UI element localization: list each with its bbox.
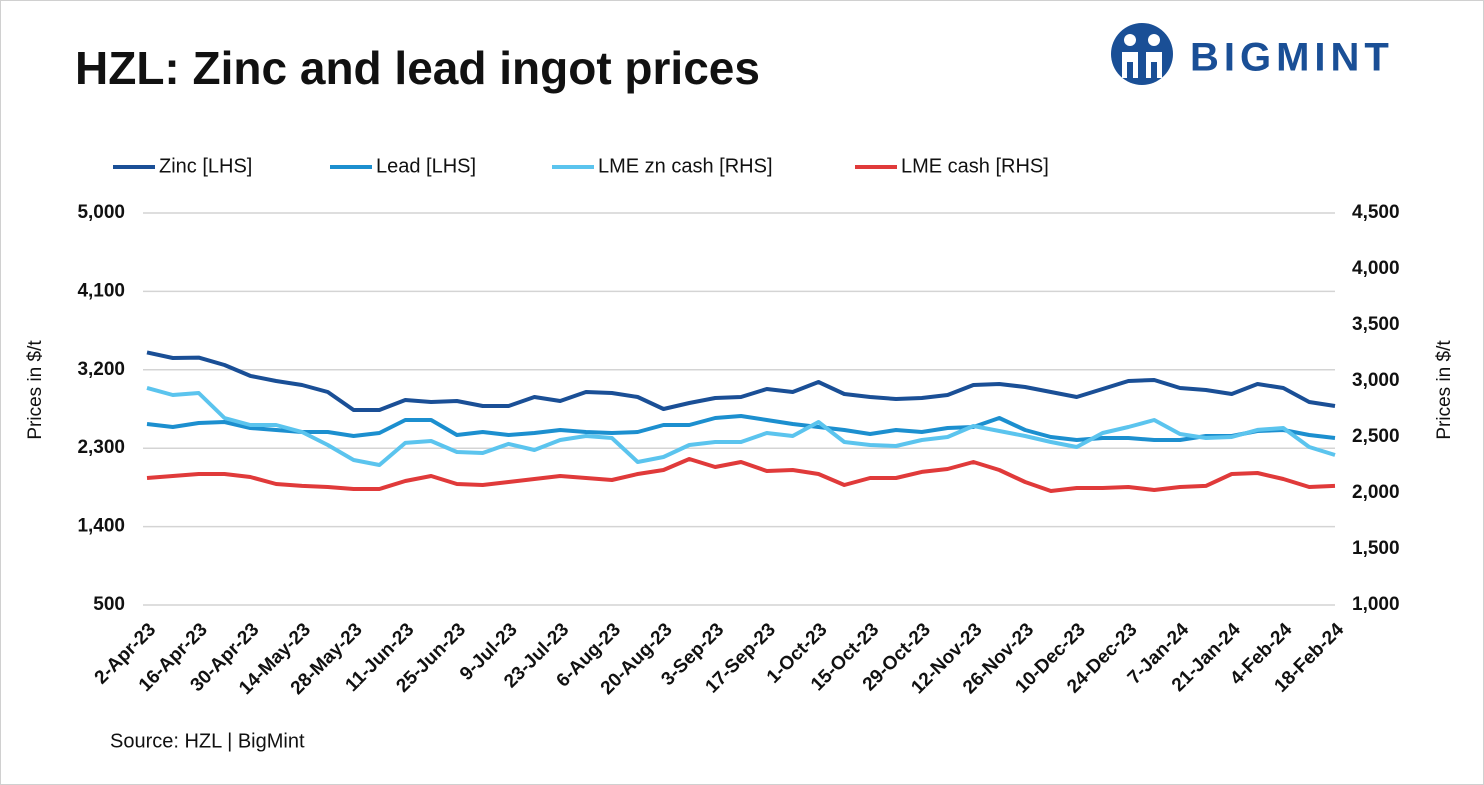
legend-label: Lead [LHS] (376, 155, 476, 177)
y2-tick-label: 4,500 (1352, 202, 1400, 223)
y2-tick-label: 4,000 (1352, 258, 1400, 279)
y-tick-label: 4,100 (77, 280, 125, 301)
y2-tick-label: 1,000 (1352, 594, 1400, 615)
y2-tick-label: 2,000 (1352, 482, 1400, 503)
y2-axis-label: Prices in $/t (1434, 340, 1455, 440)
y2-tick-label: 2,500 (1352, 426, 1400, 447)
series-line (146, 385, 1336, 467)
legend-label: LME zn cash [RHS] (598, 155, 773, 177)
chart-title: HZL: Zinc and lead ingot prices (75, 42, 760, 94)
legend-label: Zinc [LHS] (159, 155, 252, 177)
source: Source: HZL | BigMint (110, 730, 305, 752)
y-axis-label: Prices in $/t (25, 340, 46, 440)
y2-tick-label: 3,500 (1352, 314, 1400, 335)
y-tick-label: 3,200 (77, 359, 125, 380)
y-tick-label: 5,000 (77, 202, 125, 223)
logo-text: BIGMINT (1190, 36, 1394, 80)
y-tick-label: 1,400 (77, 516, 125, 537)
y2-tick-label: 1,500 (1352, 538, 1400, 559)
y-tick-label: 2,300 (77, 437, 125, 458)
logo: BIGMINT (1111, 23, 1394, 85)
series-line (146, 350, 1336, 412)
y-tick-label: 500 (93, 594, 125, 615)
series-line (146, 414, 1336, 442)
legend-label: LME cash [RHS] (901, 155, 1049, 177)
y2-tick-label: 3,000 (1352, 370, 1400, 391)
series-line (146, 457, 1336, 493)
